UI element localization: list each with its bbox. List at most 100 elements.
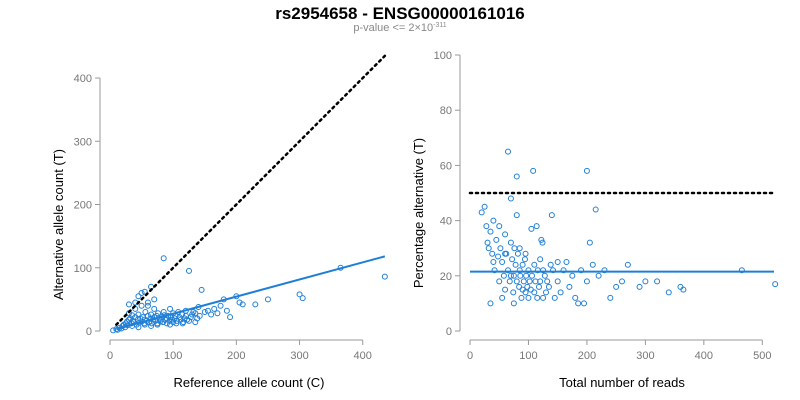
data-point (173, 320, 180, 327)
data-point (167, 321, 174, 328)
data-point (138, 302, 145, 309)
data-point (487, 228, 494, 235)
data-point (548, 212, 555, 219)
data-point (592, 206, 599, 213)
data-point (252, 301, 259, 308)
x-tick-label: 400 (695, 350, 713, 362)
data-point (507, 195, 514, 202)
x-tick-label: 100 (519, 350, 537, 362)
x-tick-label: 0 (467, 350, 473, 362)
panel-2: 0 20 40 60 80 100 0 100 200 300 400 500 Total number… (411, 50, 779, 390)
data-point (507, 239, 514, 246)
data-point (513, 278, 520, 285)
data-point (490, 259, 497, 265)
data-point (201, 309, 208, 316)
data-point (499, 294, 506, 301)
data-point (151, 305, 158, 312)
data-point (514, 250, 521, 257)
data-point (550, 267, 557, 274)
x-tick-label: 200 (578, 350, 596, 362)
panel-1: 0 100 200 300 400 0 100 200 300 400 Reference alle… (51, 54, 388, 390)
data-point (154, 321, 161, 328)
data-point (589, 261, 596, 268)
data-point (642, 278, 649, 285)
data-point (185, 317, 192, 324)
data-point (538, 236, 545, 243)
data-point (214, 310, 221, 317)
data-point (167, 305, 174, 312)
y-tick-label: 100 (434, 50, 452, 62)
data-point (196, 312, 203, 319)
data-point (619, 278, 625, 285)
data-point (569, 272, 576, 279)
data-point (560, 267, 567, 274)
fit-line (116, 255, 386, 331)
data-point (138, 290, 145, 297)
data-point (517, 272, 524, 279)
data-point (541, 272, 548, 279)
data-point (772, 281, 779, 288)
data-point (192, 310, 199, 317)
data-point (543, 289, 549, 296)
y-axis-title: Percentage alternative (T) (411, 138, 426, 288)
data-point (217, 302, 224, 309)
data-point (578, 267, 585, 274)
data-point (160, 255, 167, 262)
data-point (525, 294, 532, 301)
data-point (227, 314, 234, 321)
data-point (484, 239, 491, 246)
data-point (547, 261, 554, 268)
data-point (264, 296, 271, 303)
y-axis-title: Alternative allele count (T) (51, 149, 66, 300)
y-tick-label: 300 (74, 136, 92, 148)
x-axis-title: Reference allele count (C) (173, 375, 324, 390)
data-point (523, 272, 530, 279)
data-point (572, 294, 579, 301)
data-point (636, 283, 643, 290)
data-point (299, 295, 306, 302)
data-point (531, 289, 538, 296)
data-point (613, 283, 620, 290)
reference-line (115, 54, 387, 326)
data-point (497, 245, 504, 252)
data-point (526, 278, 533, 285)
data-point (557, 289, 564, 296)
y-tick-label: 400 (74, 73, 92, 85)
data-point (481, 203, 488, 210)
data-point (495, 253, 502, 260)
data-point (522, 250, 529, 257)
data-point (586, 239, 593, 246)
data-point (505, 148, 511, 155)
data-point (516, 245, 523, 252)
data-point (537, 256, 544, 263)
data-point (489, 250, 496, 257)
y-tick-label: 40 (440, 216, 452, 228)
subtitle-exponent: -311 (433, 22, 447, 29)
data-point (544, 278, 551, 285)
data-point (539, 239, 546, 246)
data-point (381, 273, 388, 280)
data-point (528, 225, 535, 232)
x-tick-label: 100 (164, 350, 182, 362)
x-tick-label: 300 (290, 350, 308, 362)
subtitle-prefix: p-value <= 2×10 (353, 22, 434, 34)
data-point (540, 267, 547, 274)
data-point (135, 324, 142, 331)
data-point (583, 278, 590, 285)
data-point (135, 293, 142, 300)
data-point (512, 261, 519, 268)
data-point (151, 296, 158, 303)
data-point (493, 236, 500, 243)
data-point (531, 261, 538, 268)
data-point (500, 272, 507, 279)
data-point (483, 223, 490, 230)
data-point (554, 259, 561, 265)
data-point (624, 261, 631, 268)
y-tick-label: 60 (440, 160, 452, 172)
data-point (487, 300, 494, 307)
chart-title: rs2954658 - ENSG00000161016 (275, 4, 525, 23)
x-tick-label: 400 (354, 350, 372, 362)
data-point (513, 212, 520, 219)
data-point (499, 259, 506, 265)
